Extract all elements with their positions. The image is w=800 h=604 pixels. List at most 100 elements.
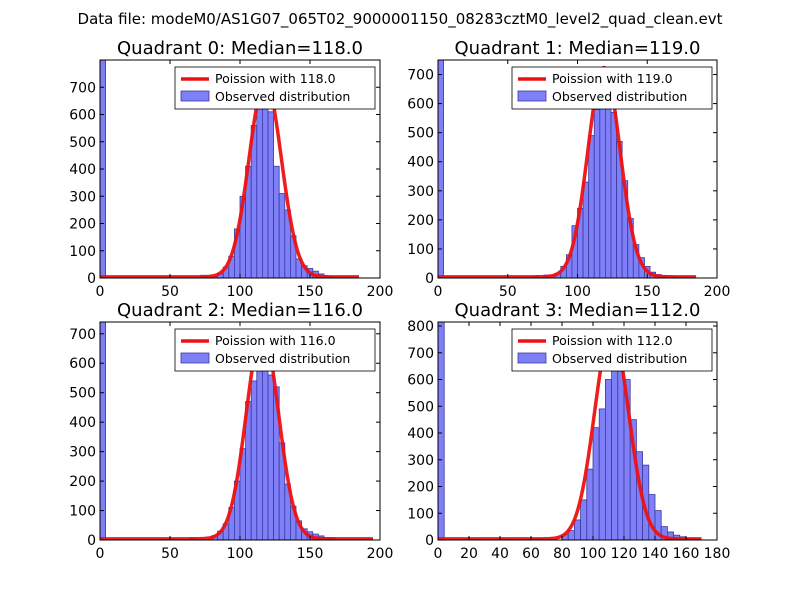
- quadrant-3-bar: [586, 468, 594, 540]
- quadrant-3-ytick-label: 600: [407, 373, 434, 389]
- quadrant-0-ytick-label: 500: [69, 135, 96, 151]
- quadrant-3-legend-bar-label: Observed distribution: [552, 351, 687, 366]
- quadrant-1-ytick-label: 300: [407, 184, 434, 200]
- quadrant-1-legend-bar-label: Observed distribution: [552, 89, 687, 104]
- quadrant-2-legend: Poission with 116.0 Observed distribution: [174, 328, 376, 372]
- quadrant-1-ytick-label: 500: [407, 126, 434, 142]
- quadrant-0-bar: [278, 193, 286, 278]
- quadrant-0-xtick-label: 200: [367, 284, 394, 300]
- quadrant-2-title: Quadrant 2: Median=116.0: [117, 300, 363, 321]
- quadrant-2-legend-bar-swatch: [180, 352, 210, 364]
- quadrant-1-legend-line-label: Poission with 119.0: [552, 71, 673, 86]
- quadrant-2-ytick-label: 500: [69, 386, 96, 402]
- quadrant-0-legend-bar-label: Observed distribution: [215, 89, 350, 104]
- quadrant-3-xtick-label: 20: [460, 546, 478, 562]
- quadrant-3-xtick-label: 180: [704, 546, 731, 562]
- quadrant-1-chart: 0 50 100 150 200 0 100 200 300 400 500 600 700 Quadra…: [407, 38, 730, 300]
- quadrant-1-xtick-label: 200: [704, 284, 731, 300]
- quadrant-1-xtick-label: 100: [564, 284, 591, 300]
- quadrant-2-ytick-label: 700: [69, 327, 96, 343]
- quadrant-1-bar: [588, 135, 595, 278]
- quadrant-3-xtick-label: 0: [434, 546, 443, 562]
- quadrant-3-bar: [654, 510, 662, 540]
- quadrant-2-ytick-label: 200: [69, 474, 96, 490]
- quadrant-1-xtick-label: 50: [499, 284, 517, 300]
- quadrant-1-title: Quadrant 1: Median=119.0: [455, 38, 701, 59]
- quadrant-1-ytick-label: 0: [425, 271, 434, 287]
- quadrant-0-bar: [267, 111, 274, 278]
- quadrant-3-title: Quadrant 3: Median=112.0: [455, 300, 701, 321]
- quadrant-0-title: Quadrant 0: Median=118.0: [117, 38, 363, 59]
- quadrant-2-bar: [267, 374, 274, 540]
- quadrant-0-ytick-label: 100: [69, 244, 96, 260]
- quadrant-0-bar: [261, 103, 269, 278]
- quadrant-2-ytick-label: 300: [69, 445, 96, 461]
- quadrant-2-bar: [256, 365, 263, 540]
- quadrant-2-ytick-label: 400: [69, 415, 96, 431]
- quadrant-0-xtick-label: 150: [297, 284, 324, 300]
- quadrant-3-ytick-label: 700: [407, 346, 434, 362]
- quadrant-2-poisson-line: [100, 329, 375, 540]
- quadrant-0-bar: [256, 100, 263, 278]
- quadrant-3-bar: [438, 322, 445, 540]
- quadrant-2-xtick-label: 200: [367, 546, 394, 562]
- quadrant-3-ytick-label: 500: [407, 399, 434, 415]
- quadrant-3-bar: [598, 408, 606, 540]
- quadrant-3-legend: Poission with 112.0 Observed distribution: [511, 328, 713, 372]
- quadrant-2-bar: [100, 322, 106, 540]
- quadrant-3-legend-line-label: Poission with 112.0: [552, 333, 673, 348]
- quadrant-3-chart: 0 20 40 60 80 100 120 140 160 1800100200300400500…: [407, 300, 730, 562]
- quadrant-0-ytick-label: 0: [87, 271, 96, 287]
- quadrant-3-bar: [574, 519, 582, 540]
- quadrant-2-ytick-label: 100: [69, 504, 96, 520]
- quadrant-3-xtick-label: 40: [491, 546, 509, 562]
- quadrant-1-ytick-label: 100: [407, 242, 434, 258]
- quadrant-1-bar: [610, 111, 617, 278]
- quadrant-0-ytick-label: 300: [69, 189, 96, 205]
- quadrant-0-poisson-line: [100, 78, 361, 278]
- quadrant-2-xtick-label: 50: [161, 546, 179, 562]
- quadrant-0-legend-bar-swatch: [180, 90, 210, 102]
- quadrant-0-ytick-label: 200: [69, 217, 96, 233]
- quadrant-2-ytick-label: 0: [87, 533, 96, 549]
- quadrant-1-xtick-label: 150: [634, 284, 661, 300]
- quadrant-0-plot-area: [100, 60, 361, 278]
- quadrant-3-legend-box: [511, 328, 713, 372]
- quadrant-0-bar: [273, 165, 280, 278]
- quadrant-3-xtick-label: 140: [642, 546, 669, 562]
- quadrant-3-ytick-label: 300: [407, 453, 434, 469]
- quadrant-1-ytick-label: 600: [407, 97, 434, 113]
- quadrant-1-bar: [593, 109, 601, 278]
- quadrant-1-ytick-label: 700: [407, 68, 434, 84]
- quadrant-1-poisson-line: [438, 65, 698, 278]
- quadrant-2-legend-bar-label: Observed distribution: [215, 351, 350, 366]
- quadrant-0-ytick-label: 700: [69, 80, 96, 96]
- quadrant-3-legend-bar-swatch: [517, 352, 547, 364]
- quadrant-0-ytick-label: 400: [69, 162, 96, 178]
- quadrant-2-xtick-label: 150: [297, 546, 324, 562]
- quadrant-2-plot-area: [100, 322, 375, 540]
- quadrant-1-legend-box: [511, 66, 713, 110]
- quadrant-3-ytick-label: 800: [407, 319, 434, 335]
- quadrant-3-bar: [580, 499, 588, 540]
- quadrant-1-bar: [438, 60, 444, 278]
- quadrant-1-bar: [582, 181, 590, 278]
- quadrant-0-xtick-label: 50: [161, 284, 179, 300]
- quadrant-3-ytick-label: 0: [425, 533, 434, 549]
- quadrant-3-xtick-label: 160: [673, 546, 700, 562]
- quadrant-1-ytick-label: 200: [407, 213, 434, 229]
- quadrant-3-ytick-label: 400: [407, 426, 434, 442]
- quadrant-1-ytick-label: 400: [407, 155, 434, 171]
- quadrant-2-chart: 0 50 100 150 200 0 100 200 300 400 500 600 700 Quadra…: [69, 300, 393, 562]
- quadrant-2-legend-box: [174, 328, 376, 372]
- quadrant-1-legend: Poission with 119.0 Observed distribution: [511, 66, 713, 110]
- quadrant-0-legend-box: [174, 66, 376, 110]
- quadrant-1-xtick-label: 0: [434, 284, 443, 300]
- quadrant-0-xtick-label: 100: [227, 284, 254, 300]
- figure-suptitle: Data file: modeM0/AS1G07_065T02_90000011…: [78, 10, 723, 29]
- quadrant-3-bar: [592, 427, 600, 540]
- quadrant-3-xtick-label: 100: [580, 546, 607, 562]
- quadrant-3-xtick-label: 80: [553, 546, 571, 562]
